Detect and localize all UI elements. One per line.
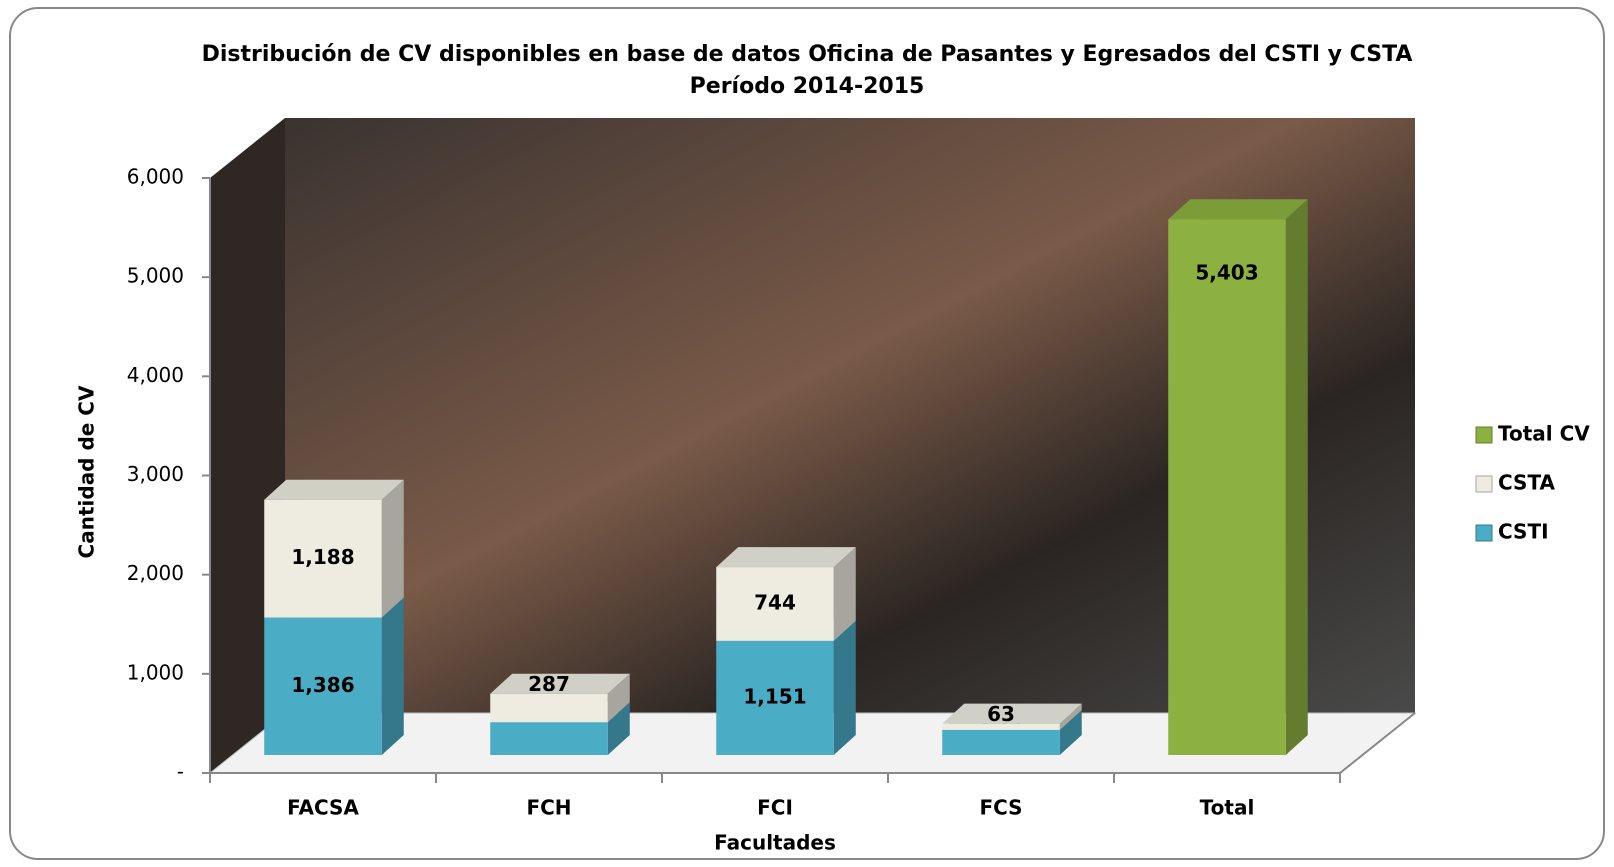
bar-top bbox=[716, 547, 856, 568]
bar-top bbox=[264, 479, 404, 500]
bar bbox=[716, 567, 834, 641]
legend-label: Total CV bbox=[1498, 422, 1590, 446]
legend-swatch bbox=[1475, 475, 1493, 493]
y-tick-label: 2,000 bbox=[127, 561, 184, 585]
data-label: 5,403 bbox=[1195, 261, 1258, 285]
bar-top bbox=[942, 703, 1082, 724]
bar-side bbox=[607, 673, 630, 723]
bar-side bbox=[833, 547, 856, 641]
bar bbox=[264, 617, 382, 755]
legend-label: CSTA bbox=[1498, 471, 1556, 495]
bar bbox=[942, 723, 1060, 730]
x-tick-label: Total bbox=[1200, 796, 1255, 820]
x-tick-label: FCH bbox=[526, 796, 571, 820]
bar-side bbox=[381, 597, 404, 755]
chart-title: Distribución de CV disponibles en base d… bbox=[202, 42, 1413, 67]
x-axis-depth bbox=[1339, 712, 1416, 774]
x-tick-label: FCI bbox=[757, 796, 793, 820]
bar bbox=[942, 729, 1060, 755]
bar-side bbox=[1059, 703, 1082, 730]
data-label: 1,188 bbox=[291, 545, 354, 569]
bar-top bbox=[1168, 199, 1308, 220]
y-axis-title: Cantidad de CV bbox=[75, 385, 99, 558]
bar-side bbox=[833, 620, 856, 755]
y-tick-label: 6,000 bbox=[127, 165, 184, 189]
chart-subtitle: Período 2014-2015 bbox=[690, 74, 925, 99]
bar-side bbox=[607, 702, 630, 755]
legend-swatch bbox=[1475, 524, 1493, 542]
x-tick-label: FCS bbox=[979, 796, 1022, 820]
x-tick-label: FACSA bbox=[287, 796, 359, 820]
bar-side bbox=[1285, 199, 1308, 755]
data-label: 63 bbox=[987, 702, 1015, 726]
data-label: 1,386 bbox=[291, 673, 354, 697]
bar-top bbox=[490, 673, 630, 694]
data-label: 1,151 bbox=[743, 684, 806, 708]
bar bbox=[490, 722, 608, 755]
legend-swatch bbox=[1475, 426, 1493, 444]
bar-side bbox=[381, 479, 404, 618]
bar bbox=[1168, 219, 1286, 755]
y-tick-label: 3,000 bbox=[127, 462, 184, 486]
data-label: 744 bbox=[754, 590, 796, 614]
x-axis-title: Facultades bbox=[714, 831, 836, 855]
bar-side bbox=[1059, 709, 1082, 755]
y-tick-label: 5,000 bbox=[127, 264, 184, 288]
bar bbox=[716, 640, 834, 755]
y-tick-label: - bbox=[177, 760, 184, 784]
legend-label: CSTI bbox=[1498, 520, 1549, 544]
bar bbox=[490, 693, 608, 723]
bar bbox=[264, 499, 382, 618]
y-tick-label: 4,000 bbox=[127, 363, 184, 387]
y-tick-label: 1,000 bbox=[127, 660, 184, 684]
data-label: 287 bbox=[528, 672, 570, 696]
